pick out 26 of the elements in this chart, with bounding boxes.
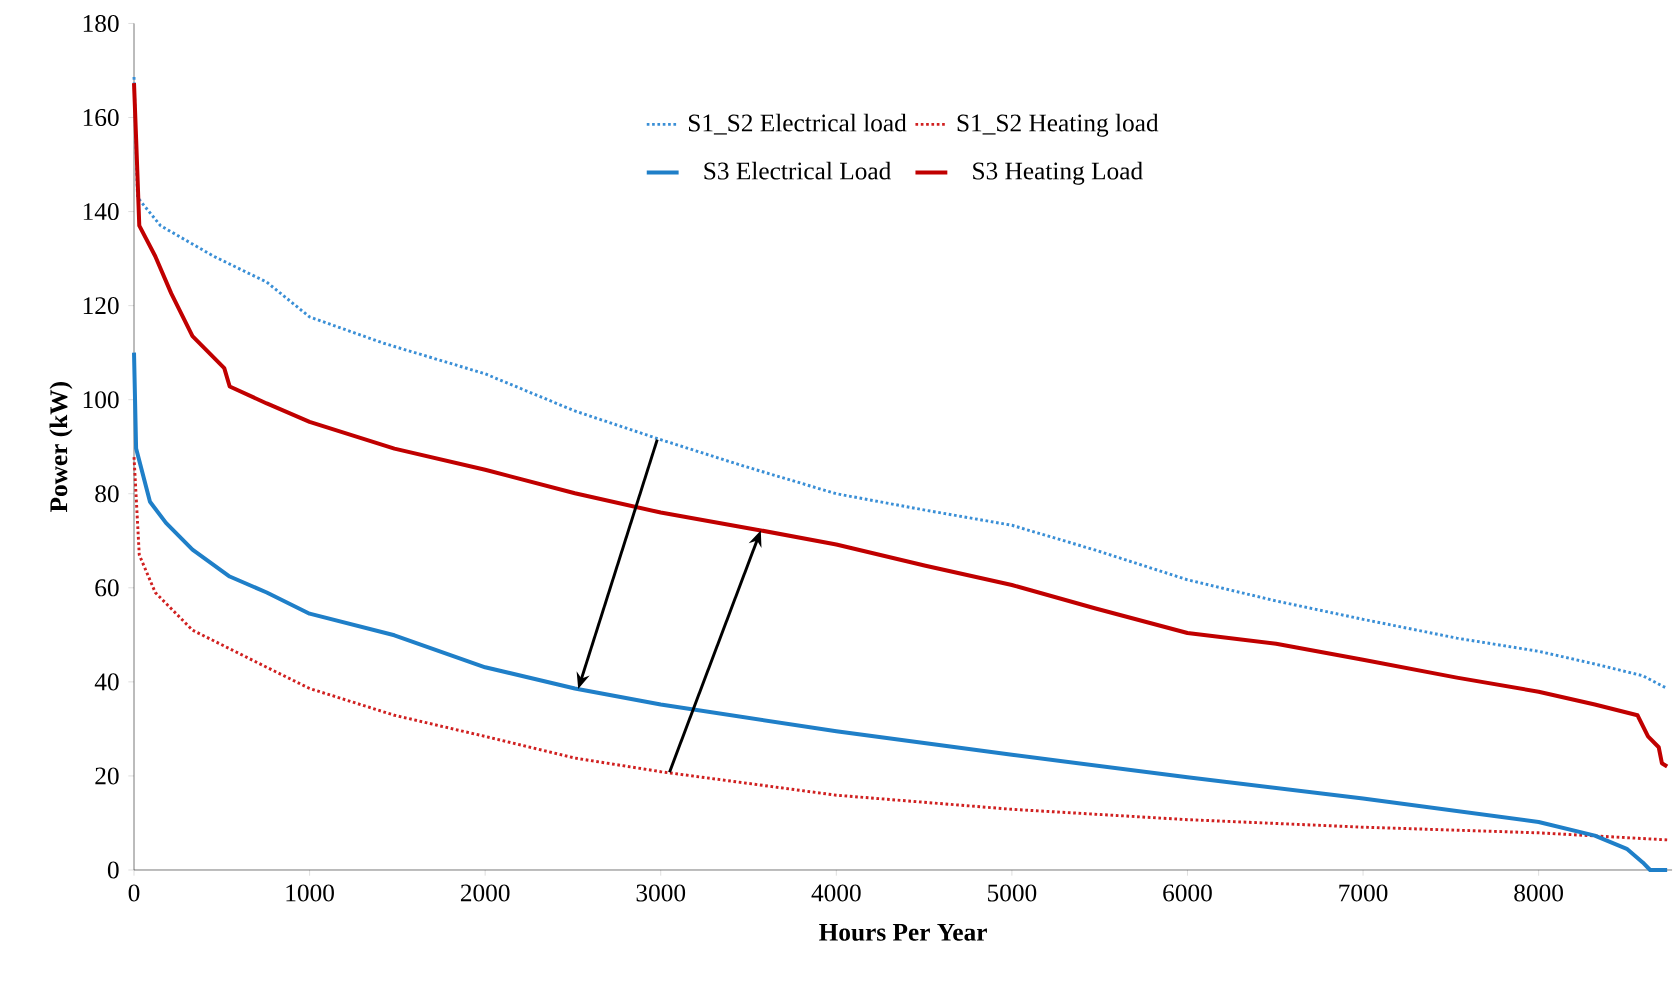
y-tick-label: 80 <box>95 485 119 503</box>
x-axis-title: Hours Per Year <box>819 923 987 941</box>
x-tick-label: 3000 <box>636 884 686 902</box>
x-tick-label: 5000 <box>988 884 1037 902</box>
y-tick-label: 0 <box>107 861 119 879</box>
x-tick-label: 0 <box>128 884 140 902</box>
y-tick-label: 60 <box>95 579 119 597</box>
y-tick-label: 140 <box>83 203 119 221</box>
y-tick-label: 180 <box>83 14 119 33</box>
legend-label: S1_S2 Electrical load <box>688 113 907 135</box>
x-tick-label: 7000 <box>1339 884 1388 902</box>
x-tick-label: 4000 <box>811 884 861 902</box>
y-tick-label: 20 <box>95 767 119 785</box>
y-tick-label: 160 <box>83 108 119 127</box>
y-tick-label: 100 <box>83 391 119 409</box>
legend-label: S1_S2 Heating load <box>957 113 1159 137</box>
x-tick-label: 1000 <box>286 884 334 902</box>
x-tick-label: 2000 <box>460 884 510 902</box>
y-tick-label: 40 <box>94 673 119 691</box>
legend-label: S3 Electrical Load <box>704 161 892 180</box>
line-series <box>132 455 1669 842</box>
y-axis-title: Power (kW) <box>49 382 73 513</box>
x-tick-label: 8000 <box>1514 884 1563 902</box>
legend-label: S3 Heating Load <box>973 161 1143 185</box>
x-tick-label: 6000 <box>1163 884 1212 902</box>
y-tick-label: 120 <box>83 297 119 315</box>
